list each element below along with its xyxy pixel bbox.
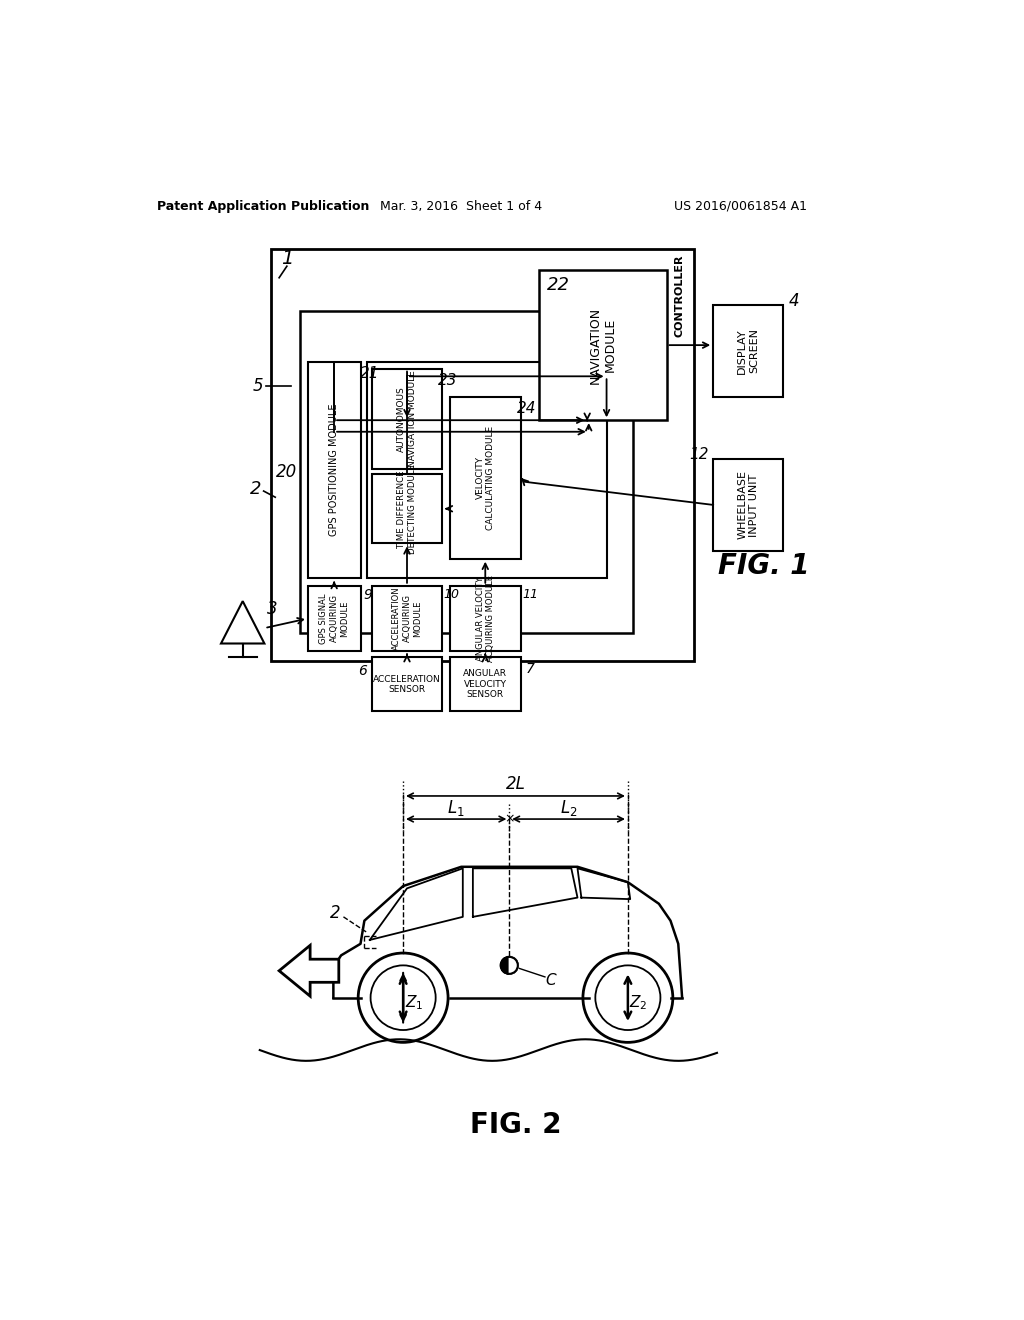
Text: ANGULAR
VELOCITY
SENSOR: ANGULAR VELOCITY SENSOR <box>463 669 507 700</box>
Wedge shape <box>501 957 509 974</box>
Text: 7: 7 <box>525 661 535 676</box>
Text: 11: 11 <box>522 589 539 602</box>
Text: 6: 6 <box>358 664 368 678</box>
Bar <box>713 459 783 552</box>
Bar <box>450 657 521 711</box>
Bar <box>450 586 521 651</box>
Bar <box>372 474 442 544</box>
Text: GPS POSITIONING MODULE: GPS POSITIONING MODULE <box>329 404 339 536</box>
Text: ACCELERATION
SENSOR: ACCELERATION SENSOR <box>373 675 441 694</box>
Text: 5: 5 <box>253 376 263 395</box>
Text: 21: 21 <box>360 367 380 381</box>
Text: VELOCITY
CALCULATING MODULE: VELOCITY CALCULATING MODULE <box>475 426 495 531</box>
Text: 2L: 2L <box>506 775 525 793</box>
Text: C: C <box>545 973 556 989</box>
Text: ×: × <box>504 813 514 825</box>
Bar <box>271 249 693 661</box>
Text: 2: 2 <box>331 904 341 921</box>
Text: FIG. 2: FIG. 2 <box>470 1110 561 1139</box>
Text: CONTROLLER: CONTROLLER <box>675 255 685 337</box>
Text: 9: 9 <box>364 587 373 602</box>
Wedge shape <box>509 957 518 974</box>
Bar <box>450 397 521 558</box>
Text: FIG. 1: FIG. 1 <box>718 553 809 581</box>
Polygon shape <box>280 945 339 997</box>
Text: DISPLAY
SCREEN: DISPLAY SCREEN <box>737 329 759 374</box>
Text: NAVIGATION
MODULE: NAVIGATION MODULE <box>589 306 616 384</box>
Text: 22: 22 <box>547 276 569 294</box>
Text: 3: 3 <box>267 599 278 618</box>
Bar <box>372 657 442 711</box>
Bar <box>372 368 442 469</box>
Text: ACCELERATION
ACQUIRING
MODULE: ACCELERATION ACQUIRING MODULE <box>392 586 422 651</box>
Text: ANGULAR VELOCITY
ACQUIRING MODULE: ANGULAR VELOCITY ACQUIRING MODULE <box>475 576 495 661</box>
Bar <box>539 271 667 420</box>
Text: 2: 2 <box>250 480 261 499</box>
Text: $L_1$: $L_1$ <box>447 797 465 817</box>
Text: AUTONOMOUS
NAVIGATION MODULE: AUTONOMOUS NAVIGATION MODULE <box>397 371 417 467</box>
Text: GPS SIGNAL
ACQUIRING
MODULE: GPS SIGNAL ACQUIRING MODULE <box>319 593 349 644</box>
Text: $Z_1$: $Z_1$ <box>404 993 423 1011</box>
Text: TIME DIFFERENCE
DETECTING MODULE: TIME DIFFERENCE DETECTING MODULE <box>397 463 417 554</box>
Bar <box>372 586 442 651</box>
Text: 1: 1 <box>281 249 293 268</box>
Text: 10: 10 <box>443 589 459 602</box>
Text: US 2016/0061854 A1: US 2016/0061854 A1 <box>674 199 807 213</box>
Text: WHEELBASE
INPUT UNIT: WHEELBASE INPUT UNIT <box>737 470 759 540</box>
Bar <box>300 312 633 632</box>
Text: V: V <box>303 962 314 981</box>
Text: 24: 24 <box>517 401 537 416</box>
Bar <box>308 586 360 651</box>
Text: 12: 12 <box>689 447 709 462</box>
Text: 20: 20 <box>275 463 297 480</box>
Text: Mar. 3, 2016  Sheet 1 of 4: Mar. 3, 2016 Sheet 1 of 4 <box>380 199 543 213</box>
Text: 23: 23 <box>438 372 458 388</box>
Bar <box>308 363 360 578</box>
Text: Patent Application Publication: Patent Application Publication <box>158 199 370 213</box>
Text: 4: 4 <box>790 292 800 310</box>
Bar <box>713 305 783 397</box>
Text: $Z_2$: $Z_2$ <box>630 993 648 1011</box>
Bar <box>367 363 607 578</box>
Text: $L_2$: $L_2$ <box>560 797 578 817</box>
